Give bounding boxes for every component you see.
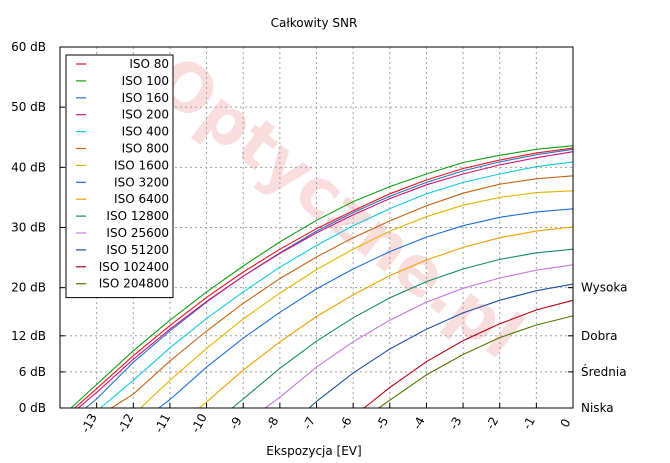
legend-label: ISO 1600	[114, 158, 169, 172]
y-tick-label: 0 dB	[19, 401, 46, 415]
legend-label: ISO 100	[122, 74, 169, 88]
series-lines	[70, 145, 574, 409]
x-tick-label: -9	[227, 415, 245, 432]
quality-label: Średnia	[581, 364, 627, 379]
series-line	[198, 226, 574, 409]
x-tick-label: 0	[557, 416, 573, 429]
chart-title: Całkowity SNR	[271, 16, 358, 30]
y-tick-label: 40 dB	[11, 160, 46, 174]
legend-label: ISO 102400	[99, 260, 169, 274]
x-axis-title: Ekspozycja [EV]	[266, 444, 361, 458]
y-tick-label: 60 dB	[11, 40, 46, 54]
y-axis: 0 dB 6 dB 12 dB 20 dB 30 dB 40 dB 50 dB 60 dB	[11, 40, 65, 415]
x-tick-label: -5	[373, 415, 391, 432]
series-line	[85, 148, 574, 409]
x-tick-label: -11	[152, 411, 174, 435]
x-tick-label: -13	[78, 411, 100, 435]
series-line	[158, 208, 574, 409]
x-tick-label: -3	[447, 415, 465, 432]
legend-label: ISO 160	[122, 91, 169, 105]
x-tick-label: -8	[263, 415, 281, 432]
y-tick-label: 12 dB	[11, 329, 46, 343]
series-line	[70, 145, 574, 409]
quality-scale: Wysoka Dobra Średnia Niska	[568, 281, 627, 415]
series-line	[99, 161, 574, 409]
legend: ISO 80 ISO 100 ISO 160 ISO 200 ISO 400 ISO 80…	[65, 54, 174, 299]
legend-box	[65, 54, 174, 299]
quality-label: Niska	[581, 401, 614, 415]
x-tick-label: -1	[520, 415, 538, 432]
y-tick-label: 30 dB	[11, 221, 46, 235]
legend-label: ISO 6400	[114, 192, 169, 206]
legend-label: ISO 200	[122, 108, 169, 122]
y-tick-label: 6 dB	[19, 365, 46, 379]
quality-label: Wysoka	[581, 281, 627, 295]
quality-label: Dobra	[581, 329, 618, 343]
x-tick-label: -6	[337, 415, 355, 432]
y-tick-label: 50 dB	[11, 100, 46, 114]
x-tick-label: -10	[188, 411, 210, 435]
series-line	[111, 175, 574, 409]
legend-label: ISO 400	[122, 125, 169, 139]
series-line	[74, 147, 574, 409]
x-tick-label: -12	[115, 411, 137, 435]
series-line	[378, 315, 574, 409]
legend-label: ISO 3200	[114, 175, 169, 189]
legend-label: ISO 80	[129, 57, 169, 71]
x-tick-label: -7	[300, 415, 318, 432]
series-line	[308, 283, 574, 409]
series-line	[140, 190, 574, 409]
x-tick-label: -4	[410, 415, 428, 432]
legend-label: ISO 25600	[106, 226, 169, 240]
legend-label: ISO 204800	[99, 277, 169, 291]
series-line	[264, 264, 574, 409]
legend-label: ISO 12800	[106, 209, 169, 223]
series-line	[363, 299, 574, 409]
legend-label: ISO 800	[122, 142, 169, 156]
series-line	[231, 248, 574, 409]
y-tick-label: 20 dB	[11, 281, 46, 295]
legend-label: ISO 51200	[106, 243, 169, 257]
series-line	[77, 151, 574, 409]
x-tick-label: -2	[483, 415, 501, 432]
